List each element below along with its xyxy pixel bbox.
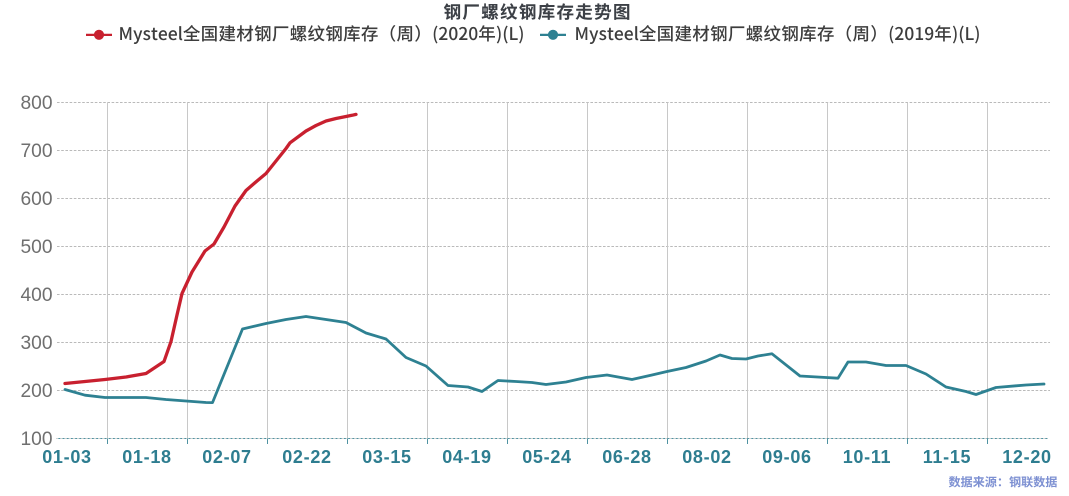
svg-text:600: 600	[20, 189, 52, 210]
svg-text:500: 500	[20, 237, 52, 258]
svg-text:04-19: 04-19	[442, 447, 492, 467]
svg-text:02-22: 02-22	[282, 447, 332, 467]
svg-text:01-03: 01-03	[42, 447, 92, 467]
svg-text:03-15: 03-15	[362, 447, 412, 467]
svg-text:12-20: 12-20	[1002, 447, 1052, 467]
svg-text:400: 400	[20, 285, 52, 306]
svg-text:05-24: 05-24	[522, 447, 572, 467]
svg-text:100: 100	[20, 429, 52, 450]
svg-text:800: 800	[20, 93, 52, 114]
svg-text:200: 200	[20, 381, 52, 402]
svg-text:700: 700	[20, 141, 52, 162]
svg-text:09-06: 09-06	[762, 447, 812, 467]
svg-text:08-02: 08-02	[682, 447, 732, 467]
svg-text:02-07: 02-07	[202, 447, 252, 467]
svg-text:11-15: 11-15	[923, 447, 972, 467]
svg-text:06-28: 06-28	[602, 447, 652, 467]
svg-text:300: 300	[20, 333, 52, 354]
svg-text:10-11: 10-11	[843, 447, 892, 467]
svg-text:01-18: 01-18	[122, 447, 172, 467]
